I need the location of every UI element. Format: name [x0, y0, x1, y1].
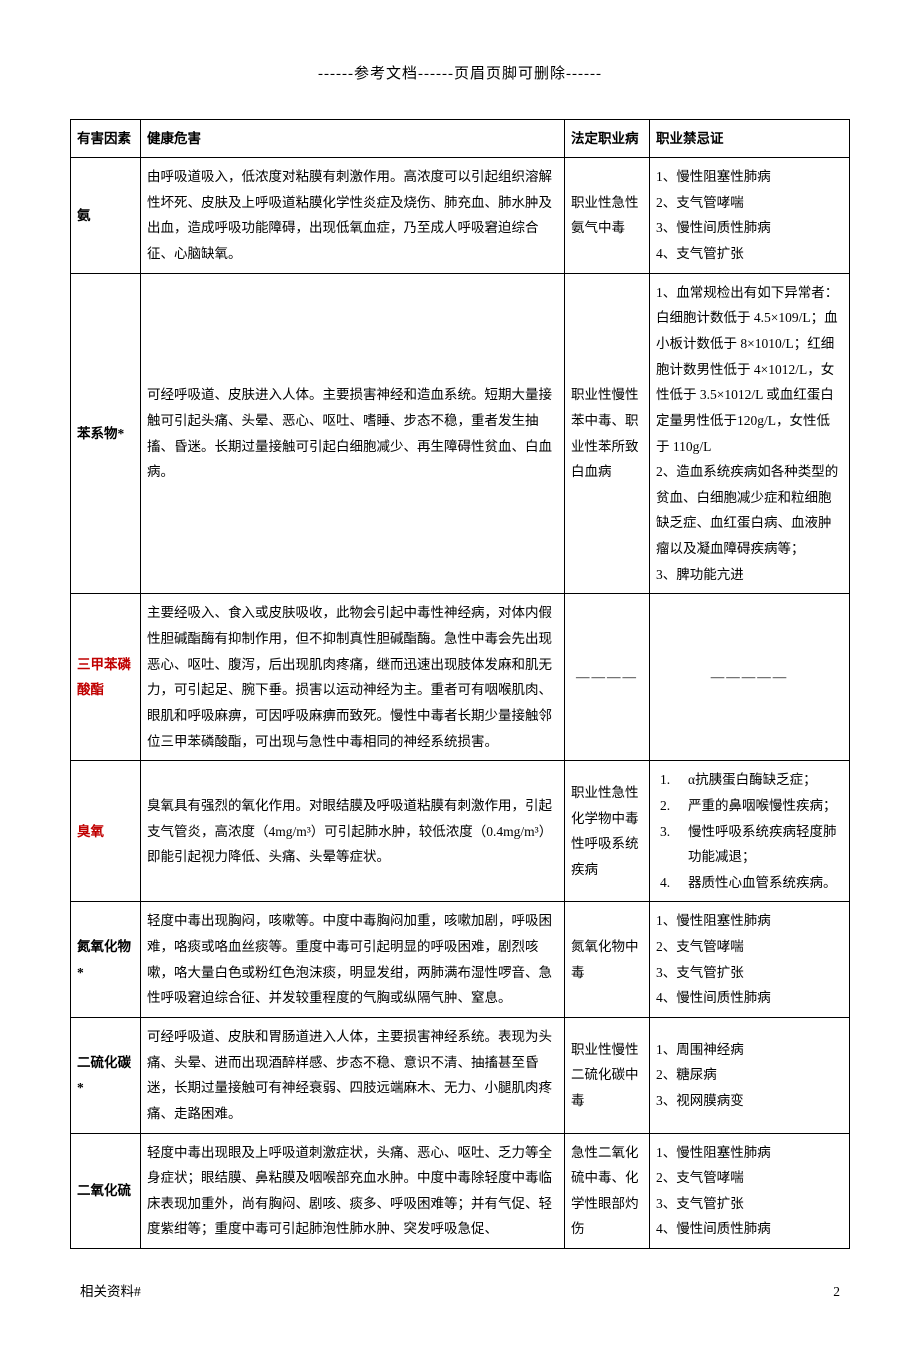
contra-line: 1、慢性阻塞性肺病	[656, 1140, 843, 1166]
header-contra: 职业禁忌证	[650, 119, 850, 158]
contra-line: 1、慢性阻塞性肺病	[656, 164, 843, 190]
contra-line: 2、支气管哮喘	[656, 190, 843, 216]
disease-cell: 职业性急性氨气中毒	[565, 158, 650, 274]
page-footer: 相关资料# 2	[70, 1279, 850, 1305]
contra-line: 1、周围神经病	[656, 1037, 843, 1063]
contraindication-cell: 1、慢性阻塞性肺病2、支气管哮喘3、支气管扩张4、慢性间质性肺病	[650, 1133, 850, 1249]
contraindication-cell: 1、周围神经病2、糖尿病3、视网膜病变	[650, 1018, 850, 1134]
hazard-table: 有害因素 健康危害 法定职业病 职业禁忌证 氨由呼吸道吸入，低浓度对粘膜有刺激作…	[70, 119, 850, 1250]
contra-line: 3.慢性呼吸系统疾病轻度肺功能减退；	[660, 819, 843, 870]
table-row: 二硫化碳*可经呼吸道、皮肤和胃肠道进入人体，主要损害神经系统。表现为头痛、头晕、…	[71, 1018, 850, 1134]
factor-cell: 苯系物*	[71, 273, 141, 594]
table-row: 氮氧化物*轻度中毒出现胸闷，咳嗽等。中度中毒胸闷加重，咳嗽加剧，呼吸困难，咯痰或…	[71, 902, 850, 1018]
header-note: ------参考文档------页眉页脚可删除------	[70, 60, 850, 89]
contra-line: 4.器质性心血管系统疾病。	[660, 870, 843, 896]
hazard-cell: 轻度中毒出现胸闷，咳嗽等。中度中毒胸闷加重，咳嗽加剧，呼吸困难，咯痰或咯血丝痰等…	[141, 902, 565, 1018]
table-row: 三甲苯磷酸酯主要经吸入、食入或皮肤吸收，此物会引起中毒性神经病，对体内假性胆碱酯…	[71, 594, 850, 761]
disease-cell: 氮氧化物中毒	[565, 902, 650, 1018]
contra-line: 4、慢性间质性肺病	[656, 985, 843, 1011]
table-row: 二氧化硫轻度中毒出现眼及上呼吸道刺激症状，头痛、恶心、呕吐、乏力等全身症状；眼结…	[71, 1133, 850, 1249]
contraindication-cell: 1、血常规检出有如下异常者：白细胞计数低于 4.5×109/L；血小板计数低于 …	[650, 273, 850, 594]
disease-cell: ————	[565, 594, 650, 761]
hazard-cell: 由呼吸道吸入，低浓度对粘膜有刺激作用。高浓度可以引起组织溶解性坏死、皮肤及上呼吸…	[141, 158, 565, 274]
contra-line: 3、支气管扩张	[656, 960, 843, 986]
table-row: 氨由呼吸道吸入，低浓度对粘膜有刺激作用。高浓度可以引起组织溶解性坏死、皮肤及上呼…	[71, 158, 850, 274]
contraindication-cell: —————	[650, 594, 850, 761]
hazard-cell: 主要经吸入、食入或皮肤吸收，此物会引起中毒性神经病，对体内假性胆碱酯酶有抑制作用…	[141, 594, 565, 761]
factor-cell: 臭氧	[71, 761, 141, 902]
contra-line: 2、糖尿病	[656, 1062, 843, 1088]
factor-cell: 二硫化碳*	[71, 1018, 141, 1134]
contra-line: 2、支气管哮喘	[656, 1165, 843, 1191]
contra-line: 3、脾功能亢进	[656, 562, 843, 588]
factor-cell: 氮氧化物*	[71, 902, 141, 1018]
hazard-cell: 臭氧具有强烈的氧化作用。对眼结膜及呼吸道粘膜有刺激作用，引起支气管炎，高浓度（4…	[141, 761, 565, 902]
disease-cell: 职业性急性化学物中毒性呼吸系统疾病	[565, 761, 650, 902]
contra-line: 4、支气管扩张	[656, 241, 843, 267]
header-hazard: 健康危害	[141, 119, 565, 158]
contra-line: 2.严重的鼻咽喉慢性疾病；	[660, 793, 843, 819]
hazard-cell: 可经呼吸道、皮肤进入人体。主要损害神经和造血系统。短期大量接触可引起头痛、头晕、…	[141, 273, 565, 594]
hazard-cell: 可经呼吸道、皮肤和胃肠道进入人体，主要损害神经系统。表现为头痛、头晕、进而出现酒…	[141, 1018, 565, 1134]
factor-cell: 三甲苯磷酸酯	[71, 594, 141, 761]
contra-line: 2、造血系统疾病如各种类型的贫血、白细胞减少症和粒细胞缺乏症、血红蛋白病、血液肿…	[656, 459, 843, 562]
table-header-row: 有害因素 健康危害 法定职业病 职业禁忌证	[71, 119, 850, 158]
table-row: 臭氧臭氧具有强烈的氧化作用。对眼结膜及呼吸道粘膜有刺激作用，引起支气管炎，高浓度…	[71, 761, 850, 902]
contra-line: 3、慢性间质性肺病	[656, 215, 843, 241]
disease-cell: 职业性慢性二硫化碳中毒	[565, 1018, 650, 1134]
factor-cell: 氨	[71, 158, 141, 274]
contra-line: 1、慢性阻塞性肺病	[656, 908, 843, 934]
factor-cell: 二氧化硫	[71, 1133, 141, 1249]
disease-cell: 职业性慢性苯中毒、职业性苯所致白血病	[565, 273, 650, 594]
contraindication-cell: 1.α抗胰蛋白酶缺乏症；2.严重的鼻咽喉慢性疾病；3.慢性呼吸系统疾病轻度肺功能…	[650, 761, 850, 902]
header-disease: 法定职业病	[565, 119, 650, 158]
disease-cell: 急性二氧化硫中毒、化学性眼部灼伤	[565, 1133, 650, 1249]
contra-line: 4、慢性间质性肺病	[656, 1216, 843, 1242]
footer-page-number: 2	[833, 1279, 840, 1305]
contra-line: 1.α抗胰蛋白酶缺乏症；	[660, 767, 843, 793]
hazard-cell: 轻度中毒出现眼及上呼吸道刺激症状，头痛、恶心、呕吐、乏力等全身症状；眼结膜、鼻粘…	[141, 1133, 565, 1249]
contra-line: 3、支气管扩张	[656, 1191, 843, 1217]
contraindication-cell: 1、慢性阻塞性肺病2、支气管哮喘3、支气管扩张4、慢性间质性肺病	[650, 902, 850, 1018]
contra-line: 1、血常规检出有如下异常者：白细胞计数低于 4.5×109/L；血小板计数低于 …	[656, 280, 843, 459]
contra-line: 2、支气管哮喘	[656, 934, 843, 960]
header-factor: 有害因素	[71, 119, 141, 158]
contra-line: 3、视网膜病变	[656, 1088, 843, 1114]
contraindication-cell: 1、慢性阻塞性肺病2、支气管哮喘3、慢性间质性肺病4、支气管扩张	[650, 158, 850, 274]
footer-left: 相关资料#	[80, 1279, 141, 1305]
table-row: 苯系物*可经呼吸道、皮肤进入人体。主要损害神经和造血系统。短期大量接触可引起头痛…	[71, 273, 850, 594]
